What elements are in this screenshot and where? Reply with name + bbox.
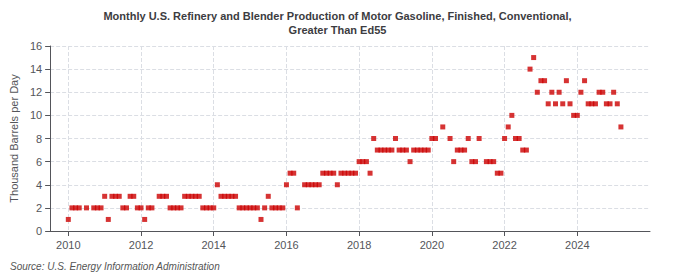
svg-text:0: 0: [36, 225, 42, 237]
svg-text:2014: 2014: [201, 239, 225, 251]
svg-text:Thousand Barrels per Day: Thousand Barrels per Day: [8, 74, 20, 203]
svg-text:Greater Than Ed55: Greater Than Ed55: [289, 24, 387, 36]
svg-text:14: 14: [30, 63, 42, 75]
svg-text:Monthly U.S. Refinery and Blen: Monthly U.S. Refinery and Blender Produc…: [103, 10, 571, 22]
svg-text:10: 10: [30, 109, 42, 121]
svg-text:16: 16: [30, 40, 42, 52]
svg-text:2: 2: [36, 202, 42, 214]
svg-text:2024: 2024: [565, 239, 589, 251]
svg-text:8: 8: [36, 133, 42, 145]
svg-text:6: 6: [36, 156, 42, 168]
svg-text:12: 12: [30, 86, 42, 98]
svg-text:2010: 2010: [56, 239, 80, 251]
svg-text:2020: 2020: [420, 239, 444, 251]
svg-text:2012: 2012: [129, 239, 153, 251]
svg-text:2022: 2022: [492, 239, 516, 251]
svg-text:2018: 2018: [347, 239, 371, 251]
svg-text:2016: 2016: [274, 239, 298, 251]
svg-text:Source: U.S. Energy Informatio: Source: U.S. Energy Information Administ…: [10, 261, 220, 272]
svg-text:4: 4: [36, 179, 42, 191]
